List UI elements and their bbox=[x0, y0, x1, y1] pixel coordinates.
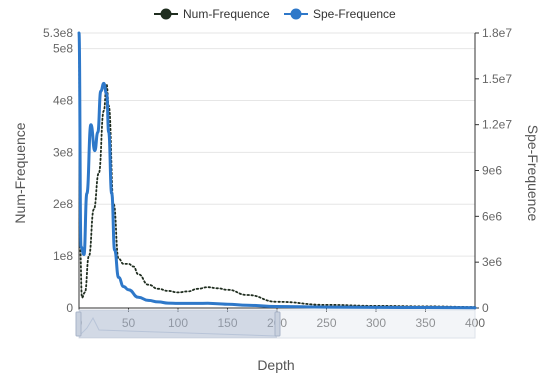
y-left-axis-label: Num-Frequence bbox=[12, 122, 28, 223]
legend[interactable]: Num-Frequence Spe-Frequence bbox=[154, 7, 396, 21]
y-left-tick-label: 5.3e8 bbox=[43, 26, 73, 40]
y-left-tick-label: 3e8 bbox=[53, 145, 73, 159]
x-tick-label: 250 bbox=[316, 316, 336, 330]
series-line-num-frequence[interactable] bbox=[78, 37, 476, 308]
y-right-tick-label: 1.2e7 bbox=[482, 118, 512, 132]
legend-label-num-frequence[interactable]: Num-Frequence bbox=[183, 7, 270, 21]
series-line-spe-frequence[interactable] bbox=[77, 31, 477, 310]
x-tick-label: 150 bbox=[217, 316, 237, 330]
zoom-preview-line bbox=[78, 316, 278, 337]
legend-marker-num-frequence[interactable] bbox=[160, 8, 172, 20]
grid-lines bbox=[79, 32, 475, 309]
axes: 0 1e8 2e8 3e8 4e8 5e8 5.3e8 0 3e6 6e6 9e6 1.2e7 1.5e… bbox=[43, 26, 512, 330]
x-tick-label: 100 bbox=[168, 316, 188, 330]
y-right-tick-label: 6e6 bbox=[482, 209, 502, 223]
y-right-axis-label: Spe-Frequence bbox=[525, 125, 539, 222]
zoom-handle-left[interactable] bbox=[75, 311, 82, 337]
y-right-tick-label: 3e6 bbox=[482, 255, 502, 269]
y-left-tick-label: 4e8 bbox=[53, 93, 73, 107]
y-right-tick-label: 0 bbox=[482, 301, 489, 315]
series-layer bbox=[77, 31, 477, 310]
x-axis-label: Depth bbox=[257, 357, 294, 373]
y-left-tick-label: 2e8 bbox=[53, 197, 73, 211]
zoom-selection[interactable] bbox=[79, 310, 277, 338]
y-left-tick-label: 0 bbox=[66, 301, 73, 315]
y-right-tick-label: 9e6 bbox=[482, 164, 502, 178]
data-zoom-slider[interactable] bbox=[75, 309, 476, 339]
legend-marker-spe-frequence[interactable] bbox=[290, 8, 302, 20]
x-tick-label: 50 bbox=[122, 316, 136, 330]
x-tick-label: 350 bbox=[415, 316, 435, 330]
legend-label-spe-frequence[interactable]: Spe-Frequence bbox=[313, 7, 396, 21]
y-left-tick-label: 5e8 bbox=[53, 42, 73, 56]
x-tick-label: 300 bbox=[366, 316, 386, 330]
zoom-handle-right[interactable] bbox=[274, 311, 281, 337]
y-right-tick-label: 1.5e7 bbox=[482, 72, 512, 86]
y-right-tick-label: 1.8e7 bbox=[482, 26, 512, 40]
y-left-tick-label: 1e8 bbox=[53, 249, 73, 263]
